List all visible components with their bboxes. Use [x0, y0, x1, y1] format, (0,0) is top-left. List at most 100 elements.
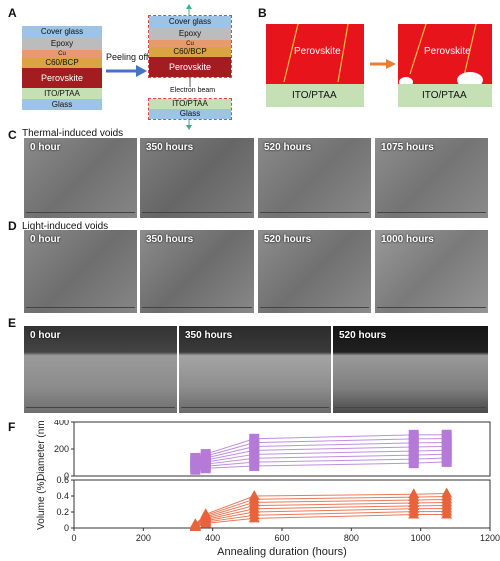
layer-ito-ptaa-peeled: ITO/PTAA [149, 99, 231, 109]
y-axis-label: Diameter (nm) [36, 420, 47, 481]
sem-cross-0: 0 hour [24, 326, 177, 413]
thermal-voids-title: Thermal-induced voids [22, 128, 124, 139]
grain-boundaries-after [399, 24, 483, 84]
sem-footer [142, 307, 252, 312]
sem-light-0: 0 hour [24, 230, 137, 313]
layer-perovskite-peeled: Perovskite [149, 57, 231, 77]
peeling-arrow-icon [106, 65, 147, 77]
data-point [200, 508, 212, 519]
device-stack-left: Cover glass Epoxy Cu C60/BCP Perovskite … [22, 26, 102, 110]
panel-label-d: D [8, 219, 17, 233]
panel-label-c: C [8, 128, 17, 142]
time-label: 0 hour [30, 142, 61, 153]
sem-footer [260, 212, 369, 217]
x-tick-label: 800 [344, 533, 359, 543]
data-point [441, 429, 452, 440]
panel-label-a: A [8, 6, 17, 20]
layer-epoxy-peeled: Epoxy [149, 28, 231, 40]
time-label: 350 hours [146, 142, 194, 153]
peeled-top-stack: Cover glass Epoxy Cu C60/BCP Perovskite [148, 15, 232, 78]
sem-footer [26, 407, 175, 412]
y-tick-label: 0.6 [56, 475, 69, 485]
perovskite-block-before [266, 24, 364, 84]
layer-cover-glass-peeled: Cover glass [149, 16, 231, 28]
layer-ito-ptaa: ITO/PTAA [22, 88, 102, 99]
x-axis-label: Annealing duration (hours) [217, 546, 347, 558]
sem-thermal-520: 520 hours [258, 138, 371, 218]
grain-boundaries-before [283, 24, 349, 83]
void-small-icon [399, 77, 413, 84]
layer-glass-peeled: Glass [149, 109, 231, 119]
sem-light-350: 350 hours [140, 230, 254, 313]
y-tick-label: 0.4 [56, 491, 69, 501]
ito-block-after [398, 84, 492, 107]
series-line [195, 514, 447, 528]
x-tick-label: 400 [205, 533, 220, 543]
data-point [441, 487, 453, 498]
y-tick-label: 0 [64, 523, 69, 533]
data-point [200, 449, 211, 460]
layer-c60-bcp-peeled: C60/BCP [149, 47, 231, 57]
peeling-off-label: Peeling off [106, 52, 149, 62]
data-point [190, 452, 201, 463]
panel-label-b: B [258, 6, 267, 20]
y-tick-label: 200 [54, 444, 69, 454]
ito-label-before: ITO/PTAA [292, 90, 337, 101]
y-tick-label: 0 [64, 471, 69, 481]
layer-epoxy: Epoxy [22, 38, 102, 50]
time-label: 0 hour [30, 330, 61, 341]
layer-cu-peeled: Cu [149, 40, 231, 47]
sem-footer [377, 212, 486, 217]
perovskite-label-after: Perovskite [424, 46, 471, 57]
peeled-bottom-stack: ITO/PTAA Glass [148, 98, 232, 120]
layer-c60-bcp: C60/BCP [22, 58, 102, 68]
electron-beam-icon [189, 78, 191, 87]
data-point [249, 433, 260, 444]
panel-label-f: F [8, 420, 16, 434]
sem-footer [142, 212, 252, 217]
time-label: 350 hours [185, 330, 233, 341]
data-point [408, 429, 419, 440]
x-tick-label: 200 [136, 533, 151, 543]
plot-frame [73, 479, 491, 529]
panel-label-e: E [8, 316, 17, 330]
sem-footer [26, 307, 135, 312]
sem-thermal-0: 0 hour [24, 138, 137, 218]
time-label: 520 hours [339, 330, 387, 341]
y-tick-label: 400 [54, 420, 69, 427]
sem-footer [26, 212, 135, 217]
x-tick-label: 1000 [411, 533, 431, 543]
ito-label-after: ITO/PTAA [422, 90, 467, 101]
x-tick-label: 1200 [480, 533, 500, 543]
sem-footer [260, 307, 369, 312]
sem-thermal-1075: 1075 hours [375, 138, 488, 218]
sem-cross-520: 520 hours [333, 326, 488, 413]
void-diagram-after: Perovskite ITO/PTAA [398, 24, 492, 107]
data-point [189, 518, 201, 529]
layer-perovskite: Perovskite [22, 68, 102, 88]
data-point [408, 488, 420, 499]
perovskite-label-before: Perovskite [294, 46, 341, 57]
sem-light-1000: 1000 hours [375, 230, 488, 313]
x-tick-label: 600 [274, 533, 289, 543]
electron-beam-label: Electron beam [170, 87, 216, 94]
sem-footer [335, 407, 486, 412]
layer-cu: Cu [22, 50, 102, 58]
orange-arrow-icon [370, 59, 396, 69]
layer-glass: Glass [22, 99, 102, 110]
y-axis-label: Volume (%) [36, 478, 47, 530]
void-large-icon [457, 72, 483, 84]
green-arrow-down-icon [186, 120, 192, 130]
ito-block-before [266, 84, 364, 107]
y-tick-label: 0.2 [56, 507, 69, 517]
time-label: 520 hours [264, 234, 312, 245]
sem-thermal-350: 350 hours [140, 138, 254, 218]
sem-cross-350: 350 hours [179, 326, 331, 413]
sem-footer [181, 407, 329, 412]
data-point [248, 490, 260, 500]
time-label: 520 hours [264, 142, 312, 153]
x-tick-label: 0 [71, 533, 76, 543]
void-diagram-before: Perovskite ITO/PTAA [266, 24, 364, 107]
time-label: 0 hour [30, 234, 61, 245]
layer-cover-glass: Cover glass [22, 26, 102, 38]
